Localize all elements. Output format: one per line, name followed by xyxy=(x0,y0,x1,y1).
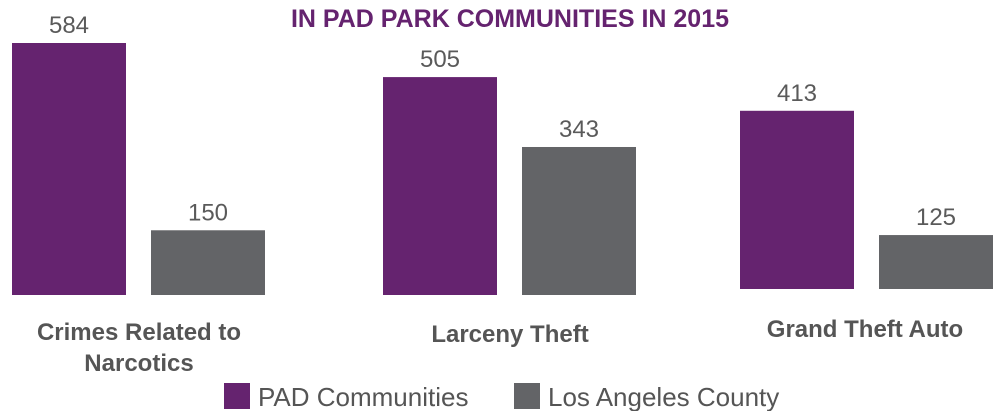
legend: PAD Communities Los Angeles County xyxy=(224,382,779,411)
category-label: Narcotics xyxy=(84,350,193,377)
bar-la-county-1 xyxy=(522,146,636,295)
legend-label: PAD Communities xyxy=(258,382,468,411)
category-label: Larceny Theft xyxy=(431,321,588,348)
legend-label: Los Angeles County xyxy=(548,382,779,411)
chart-title: IN PAD PARK COMMUNITIES IN 2015 xyxy=(291,5,729,33)
data-label: 125 xyxy=(916,204,956,231)
legend-swatch xyxy=(514,383,540,409)
bar-pad-0 xyxy=(12,43,126,295)
data-label: 150 xyxy=(188,199,228,226)
data-label: 413 xyxy=(777,80,817,107)
bars-layer: 584 505 413 150 343 125 xyxy=(12,12,993,295)
legend-swatch xyxy=(224,383,250,409)
category-label: Grand Theft Auto xyxy=(767,316,963,343)
data-label: 343 xyxy=(559,116,599,143)
category-labels: Crimes Related to Narcotics Larceny Theft G… xyxy=(37,316,963,377)
bar-pad-1 xyxy=(383,77,497,295)
data-label: 505 xyxy=(420,46,460,73)
bar-la-county-2 xyxy=(879,235,993,289)
data-label: 584 xyxy=(49,12,89,39)
category-label: Crimes Related to xyxy=(37,319,241,346)
bar-la-county-0 xyxy=(151,230,265,295)
bar-pad-2 xyxy=(740,110,854,289)
